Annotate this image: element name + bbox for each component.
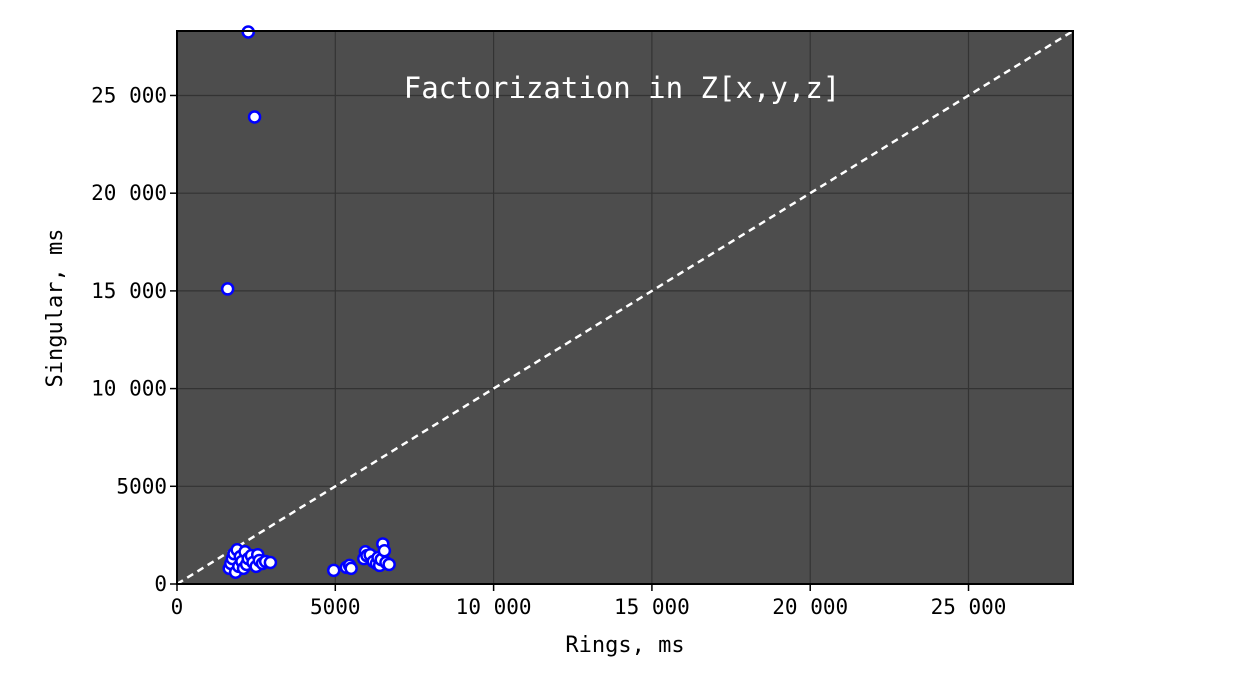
y-tick-label: 5000: [116, 474, 167, 498]
data-point: [344, 561, 358, 576]
y-tick-label: 20 000: [91, 181, 167, 205]
y-tick-label: 0: [154, 572, 167, 596]
y-axis: 0 5000 10 000 15 000 20 000 25 000: [91, 83, 177, 596]
x-axis-title: Rings, ms: [565, 633, 684, 658]
x-tick-label: 25 000: [931, 595, 1007, 619]
x-tick-label: 10 000: [456, 595, 532, 619]
chart-title: Factorization in Z[x,y,z]: [404, 71, 841, 105]
y-tick-label: 15 000: [91, 279, 167, 303]
reference-line-y-equals-x: [176, 29, 1074, 586]
data-point: [326, 563, 341, 578]
data-point: [247, 110, 262, 124]
data-point: [377, 544, 392, 558]
plot-frame: [176, 30, 1074, 585]
data-point: [382, 557, 396, 572]
data-point: [220, 282, 235, 296]
data-points: [220, 25, 396, 580]
data-point: [263, 555, 278, 570]
grid-lines: [177, 31, 1073, 584]
x-tick-label: 20 000: [772, 595, 848, 619]
y-tick-label: 25 000: [91, 83, 167, 107]
x-tick-label: 5000: [310, 595, 361, 619]
y-axis-title: Singular, ms: [43, 229, 68, 388]
x-tick-label: 0: [171, 595, 184, 619]
x-tick-label: 15 000: [614, 595, 690, 619]
y-tick-label: 10 000: [91, 377, 167, 401]
x-axis: 0 5000 10 000 15 000 20 000 25 000: [171, 584, 1007, 619]
